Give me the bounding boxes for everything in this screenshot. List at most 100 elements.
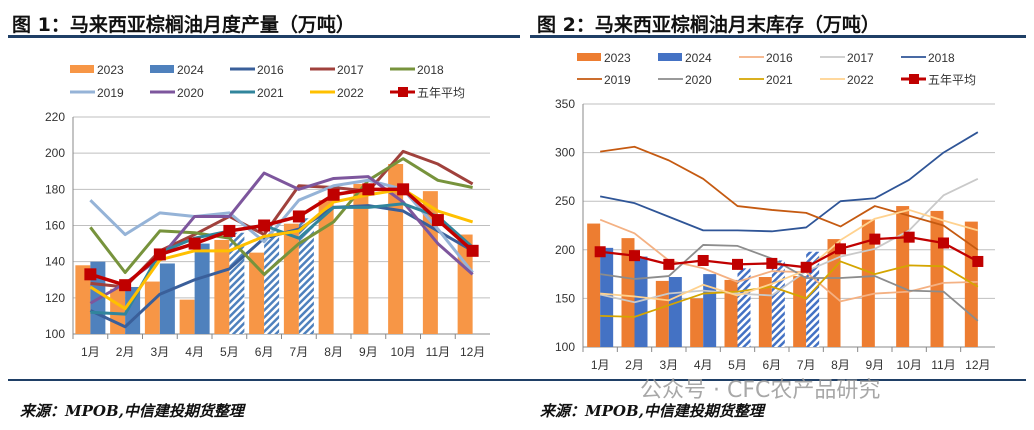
legend-label-2020: 2020 (685, 73, 712, 87)
marker-五年平均-7月 (292, 210, 305, 223)
legend-label-2019: 2019 (604, 73, 631, 87)
legend-marker-icon (909, 74, 919, 84)
x-tick-label: 2月 (116, 345, 135, 359)
y-tick-label: 150 (555, 291, 575, 305)
bar-2023-12月 (964, 221, 978, 347)
marker-五年平均-2月 (119, 279, 132, 292)
marker-五年平均-4月 (697, 254, 709, 266)
legend-label-2016: 2016 (766, 51, 793, 65)
x-tick-label: 9月 (865, 358, 884, 372)
marker-五年平均-10月 (397, 183, 410, 196)
marker-五年平均-9月 (869, 233, 881, 245)
marker-五年平均-11月 (431, 214, 444, 227)
marker-五年平均-3月 (663, 258, 675, 270)
line-2020 (600, 244, 979, 322)
marker-五年平均-10月 (903, 231, 915, 243)
legend-label-2023: 2023 (97, 63, 124, 77)
marker-五年平均-3月 (153, 248, 166, 261)
bar-2024-6月 (771, 260, 785, 347)
x-tick-label: 7月 (797, 358, 816, 372)
legend-label-2022: 2022 (337, 86, 364, 100)
legend-label-五年平均: 五年平均 (417, 86, 465, 100)
x-tick-label: 7月 (290, 345, 309, 359)
x-tick-label: 2月 (625, 358, 644, 372)
legend-label-五年平均: 五年平均 (928, 73, 976, 87)
legend-label-2024: 2024 (177, 63, 204, 77)
legend-swatch-2023 (70, 65, 94, 73)
x-tick-label: 12月 (965, 358, 990, 372)
bar-2024-6月 (264, 225, 280, 334)
y-tick-label: 250 (555, 194, 575, 208)
bar-2023-4月 (179, 299, 195, 334)
line-2021 (600, 260, 979, 318)
x-tick-label: 8月 (831, 358, 850, 372)
marker-五年平均-12月 (972, 255, 984, 267)
y-tick-label: 120 (45, 291, 65, 305)
marker-五年平均-8月 (835, 243, 846, 255)
x-tick-label: 4月 (185, 345, 204, 359)
bar-2023-5月 (214, 239, 230, 334)
marker-五年平均-9月 (362, 183, 375, 196)
line-2021 (90, 202, 474, 316)
bar-2023-7月 (283, 223, 299, 334)
x-tick-label: 8月 (324, 345, 343, 359)
x-tick-label: 4月 (694, 358, 713, 372)
x-tick-label: 12月 (460, 345, 485, 359)
bar-2023-11月 (930, 210, 944, 347)
watermark: 公众号 · CFC农产品研究 (640, 378, 881, 403)
y-tick-label: 100 (45, 327, 65, 341)
marker-五年平均-4月 (188, 237, 201, 250)
marker-五年平均-1月 (594, 246, 606, 258)
bar-2023-1月 (75, 265, 91, 334)
marker-五年平均-5月 (732, 258, 743, 270)
legend-swatch-2023 (577, 53, 601, 61)
x-tick-label: 10月 (896, 358, 921, 372)
marker-五年平均-1月 (84, 268, 97, 281)
bar-2024-5月 (737, 268, 751, 347)
line-2018 (89, 157, 473, 276)
marker-五年平均-6月 (766, 257, 778, 269)
marker-五年平均-11月 (938, 237, 949, 249)
bar-2024-4月 (194, 243, 210, 334)
legend-marker-icon (398, 87, 408, 97)
legend-label-2024: 2024 (685, 51, 712, 65)
x-tick-label: 11月 (426, 345, 450, 359)
bar-2023-3月 (655, 280, 669, 347)
bar-2023-7月 (793, 276, 807, 347)
divider (530, 35, 1026, 38)
y-tick-label: 200 (45, 146, 65, 160)
bar-2023-6月 (249, 252, 265, 334)
divider (8, 35, 520, 38)
x-tick-label: 5月 (220, 345, 239, 359)
marker-五年平均-12月 (466, 244, 479, 257)
x-tick-label: 3月 (151, 345, 170, 359)
line-2022 (600, 209, 979, 302)
x-tick-label: 1月 (591, 358, 610, 372)
bar-2023-2月 (621, 238, 635, 347)
y-tick-label: 300 (555, 146, 575, 160)
legend-label-2018: 2018 (928, 51, 955, 65)
legend-label-2020: 2020 (177, 86, 204, 100)
y-tick-label: 350 (555, 97, 575, 111)
x-tick-label: 1月 (81, 345, 100, 359)
y-tick-label: 140 (45, 255, 65, 269)
legend-label-2016: 2016 (257, 63, 284, 77)
marker-五年平均-8月 (327, 188, 340, 201)
y-tick-label: 220 (45, 110, 65, 124)
legend-label-2023: 2023 (604, 51, 631, 65)
legend-label-2019: 2019 (97, 86, 124, 100)
chart2-source: 来源：MPOB,中信建投期货整理 (540, 402, 764, 420)
x-tick-label: 3月 (659, 358, 678, 372)
legend-label-2018: 2018 (417, 63, 444, 77)
legend-swatch-2024 (150, 65, 174, 73)
line-2018 (599, 131, 979, 233)
bar-2023-10月 (896, 206, 910, 347)
x-tick-label: 5月 (728, 358, 747, 372)
legend-label-2022: 2022 (847, 73, 874, 87)
x-tick-label: 6月 (255, 345, 274, 359)
bar-2023-4月 (690, 298, 704, 347)
legend-label-2017: 2017 (337, 63, 364, 77)
legend-label-2021: 2021 (257, 86, 284, 100)
marker-五年平均-6月 (258, 219, 271, 232)
